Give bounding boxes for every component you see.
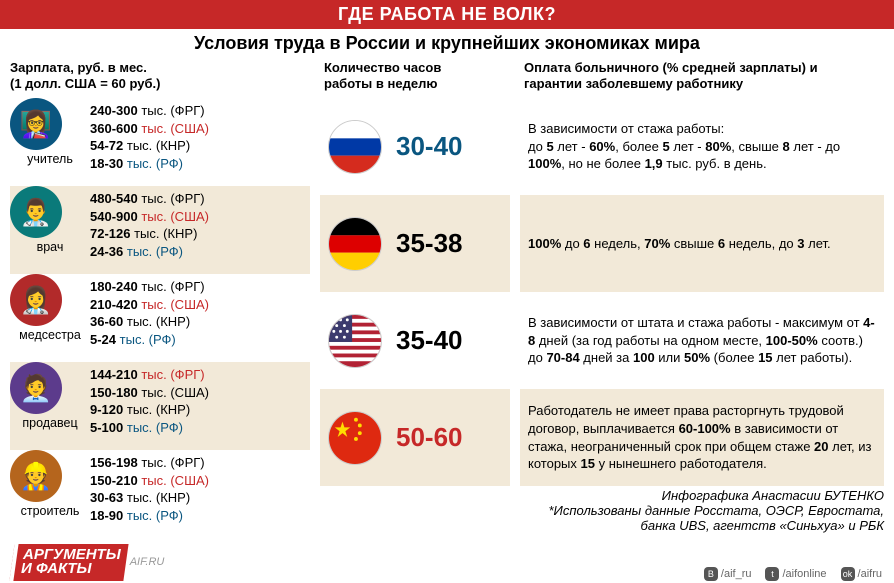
sick-row: В зависимости от стажа работы:до 5 лет -…: [520, 98, 884, 195]
salary-row: 👨‍⚕️врач480-540 тыс. (ФРГ)540-900 тыс. (…: [10, 186, 310, 274]
tw-icon: t: [765, 567, 779, 581]
hours-value: 50-60: [396, 422, 463, 453]
salary-row: 🧑‍💼продавец144-210 тыс. (ФРГ)150-180 тыс…: [10, 362, 310, 450]
salary-header: Зарплата, руб. в мес. (1 долл. США = 60 …: [10, 60, 310, 94]
profession-avatar-icon: 👨‍⚕️: [10, 186, 62, 238]
hours-value: 35-40: [396, 325, 463, 356]
salary-line: 210-420 тыс. (США): [90, 296, 209, 314]
credits: Инфографика Анастасии БУТЕНКО *Использов…: [520, 488, 884, 533]
sick-row: 100% до 6 недель, 70% свыше 6 недель, до…: [520, 195, 884, 292]
salary-line: 360-600 тыс. (США): [90, 120, 209, 138]
salary-line: 24-36 тыс. (РФ): [90, 243, 209, 261]
subtitle: Условия труда в России и крупнейших экон…: [0, 29, 894, 60]
flag-russia-icon: [328, 120, 382, 174]
flag-germany-icon: [328, 217, 382, 271]
hours-row: 30-40: [320, 98, 510, 195]
profession-label: медсестра: [10, 328, 90, 342]
profession-label: учитель: [10, 152, 90, 166]
salary-values: 240-300 тыс. (ФРГ)360-600 тыс. (США)54-7…: [90, 98, 209, 176]
salary-line: 36-60 тыс. (КНР): [90, 313, 209, 331]
social-links: B/aif_ru t/aifonline ok/aifru: [704, 567, 882, 581]
sick-text: 100% до 6 недель, 70% свыше 6 недель, до…: [528, 235, 831, 253]
profession-avatar-icon: 👩‍⚕️: [10, 274, 62, 326]
salary-line: 5-24 тыс. (РФ): [90, 331, 209, 349]
salary-row: 👩‍🏫учитель240-300 тыс. (ФРГ)360-600 тыс.…: [10, 98, 310, 186]
hours-row: 35-38: [320, 195, 510, 292]
footer: АРГУМЕНТЫ И ФАКТЫ AIF.RU B/aif_ru t/aifon…: [0, 542, 894, 583]
social-handle: /aifonline: [782, 568, 826, 580]
salary-line: 150-180 тыс. (США): [90, 384, 209, 402]
salary-line: 9-120 тыс. (КНР): [90, 401, 209, 419]
social-handle: /aifru: [858, 568, 882, 580]
sick-text: Работодатель не имеет права расторгнуть …: [528, 402, 876, 472]
sick-header: Оплата больничного (% средней зарплаты) …: [520, 60, 884, 94]
social-handle: /aif_ru: [721, 568, 752, 580]
hours-value: 30-40: [396, 131, 463, 162]
salary-line: 30-63 тыс. (КНР): [90, 489, 209, 507]
sick-row: В зависимости от штата и стажа работы - …: [520, 292, 884, 389]
profession-label: строитель: [10, 504, 90, 518]
hours-column: Количество часов работы в неделю 30-40 35…: [320, 60, 510, 538]
salary-line: 156-198 тыс. (ФРГ): [90, 454, 209, 472]
profession-avatar-icon: 👩‍🏫: [10, 98, 62, 150]
profession-label: врач: [10, 240, 90, 254]
salary-row: 👩‍⚕️медсестра180-240 тыс. (ФРГ)210-420 т…: [10, 274, 310, 362]
content-columns: Зарплата, руб. в мес. (1 долл. США = 60 …: [0, 60, 894, 542]
credit-sources: *Использованы данные Росстата, ОЭСР, Евр…: [520, 503, 884, 533]
salary-values: 180-240 тыс. (ФРГ)210-420 тыс. (США)36-6…: [90, 274, 209, 352]
salary-column: Зарплата, руб. в мес. (1 долл. США = 60 …: [10, 60, 310, 538]
profession-cell: 👩‍🏫 учитель: [10, 98, 90, 166]
hours-value: 35-38: [396, 228, 463, 259]
aif-logo-icon: АРГУМЕНТЫ И ФАКТЫ: [9, 544, 128, 581]
hours-row: 35-40: [320, 292, 510, 389]
ok-icon: ok: [841, 567, 855, 581]
sick-row: Работодатель не имеет права расторгнуть …: [520, 389, 884, 486]
site-url: AIF.RU: [130, 556, 165, 568]
profession-label: продавец: [10, 416, 90, 430]
salary-line: 5-100 тыс. (РФ): [90, 419, 209, 437]
profession-avatar-icon: 👷: [10, 450, 62, 502]
profession-cell: 👨‍⚕️ врач: [10, 186, 90, 254]
logo: АРГУМЕНТЫ И ФАКТЫ AIF.RU: [12, 544, 164, 581]
social-ok[interactable]: ok/aifru: [841, 567, 882, 581]
profession-cell: 🧑‍💼 продавец: [10, 362, 90, 430]
salary-line: 240-300 тыс. (ФРГ): [90, 102, 209, 120]
salary-line: 480-540 тыс. (ФРГ): [90, 190, 209, 208]
salary-line: 180-240 тыс. (ФРГ): [90, 278, 209, 296]
flag-usa-icon: [328, 314, 382, 368]
sick-text: В зависимости от стажа работы:до 5 лет -…: [528, 120, 876, 173]
flag-china-icon: [328, 411, 382, 465]
salary-line: 150-210 тыс. (США): [90, 472, 209, 490]
salary-values: 156-198 тыс. (ФРГ)150-210 тыс. (США)30-6…: [90, 450, 209, 528]
salary-values: 144-210 тыс. (ФРГ)150-180 тыс. (США)9-12…: [90, 362, 209, 440]
salary-line: 18-30 тыс. (РФ): [90, 155, 209, 173]
sick-column: Оплата больничного (% средней зарплаты) …: [520, 60, 884, 538]
salary-line: 540-900 тыс. (США): [90, 208, 209, 226]
hours-row: 50-60: [320, 389, 510, 486]
vk-icon: B: [704, 567, 718, 581]
salary-row: 👷строитель156-198 тыс. (ФРГ)150-210 тыс.…: [10, 450, 310, 538]
salary-line: 54-72 тыс. (КНР): [90, 137, 209, 155]
hours-header: Количество часов работы в неделю: [320, 60, 510, 94]
profession-cell: 👷 строитель: [10, 450, 90, 518]
credit-author: Инфографика Анастасии БУТЕНКО: [520, 488, 884, 503]
profession-avatar-icon: 🧑‍💼: [10, 362, 62, 414]
salary-values: 480-540 тыс. (ФРГ)540-900 тыс. (США)72-1…: [90, 186, 209, 264]
salary-line: 72-126 тыс. (КНР): [90, 225, 209, 243]
sick-text: В зависимости от штата и стажа работы - …: [528, 314, 876, 367]
social-tw[interactable]: t/aifonline: [765, 567, 826, 581]
salary-line: 18-90 тыс. (РФ): [90, 507, 209, 525]
profession-cell: 👩‍⚕️ медсестра: [10, 274, 90, 342]
title-bar: ГДЕ РАБОТА НЕ ВОЛК?: [0, 0, 894, 29]
social-vk[interactable]: B/aif_ru: [704, 567, 752, 581]
salary-line: 144-210 тыс. (ФРГ): [90, 366, 209, 384]
